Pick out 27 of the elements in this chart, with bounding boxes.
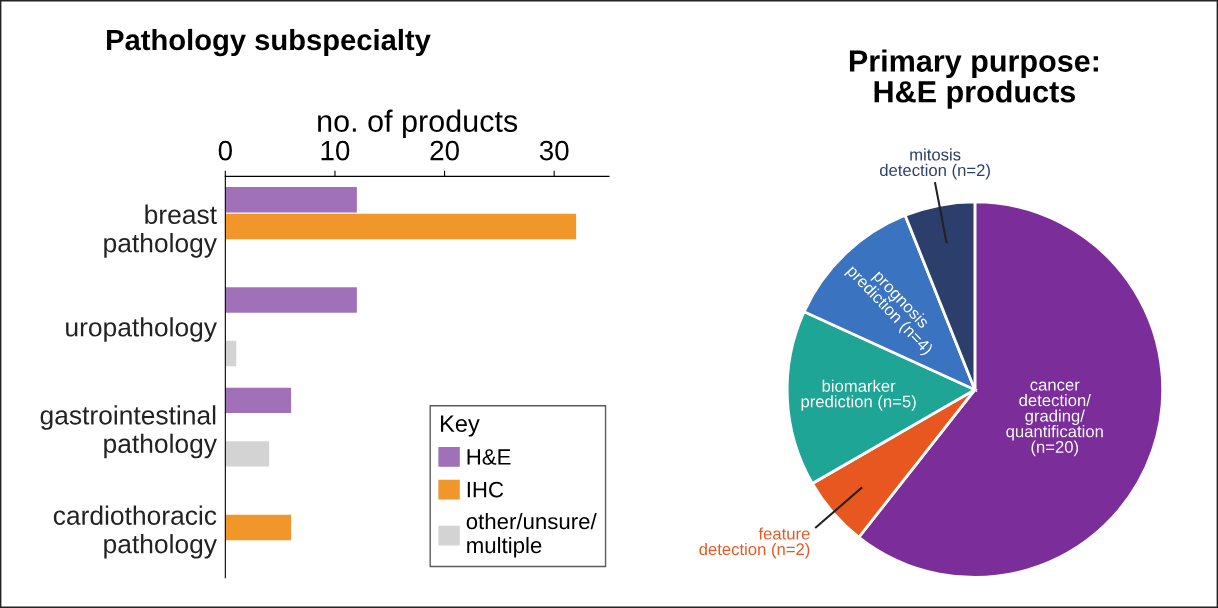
bar [225,187,357,213]
y-tick-label: gastrointestinal pathology [40,405,217,459]
legend-label: H&E [467,449,511,465]
bar [225,387,292,414]
y-tick-label: cardiothoracic pathology [53,505,217,559]
x-tick-label: 0 [218,140,232,161]
chart-title: Primary purpose: H&E products [849,49,1098,109]
bar [225,340,237,367]
bar [225,287,357,313]
chart-title: Pathology subspecialty [107,28,431,57]
slice-label: feature detection (n=2) [699,527,810,559]
bar [225,441,270,467]
data-label: (n=20) [1031,440,1079,457]
x-axis-title: no. of products [318,109,518,139]
legend-title: Key [441,415,480,437]
x-tick-label: 20 [430,140,459,161]
slice-label: mitosis detection (n=2) [879,148,990,180]
y-tick-label: uropathology [66,317,217,342]
x-tick-label: 30 [539,140,569,161]
slice-label: cancer detection/ grading/ quantification [1006,381,1103,441]
slice-label: biomarker prediction (n=5) [801,379,916,411]
legend-label: other/unsure/ multiple [466,512,597,558]
y-tick-label: breast pathology [104,204,217,258]
bar [225,213,577,240]
x-tick-label: 10 [321,140,350,161]
bar [225,514,292,541]
legend-label: IHC [467,481,504,498]
